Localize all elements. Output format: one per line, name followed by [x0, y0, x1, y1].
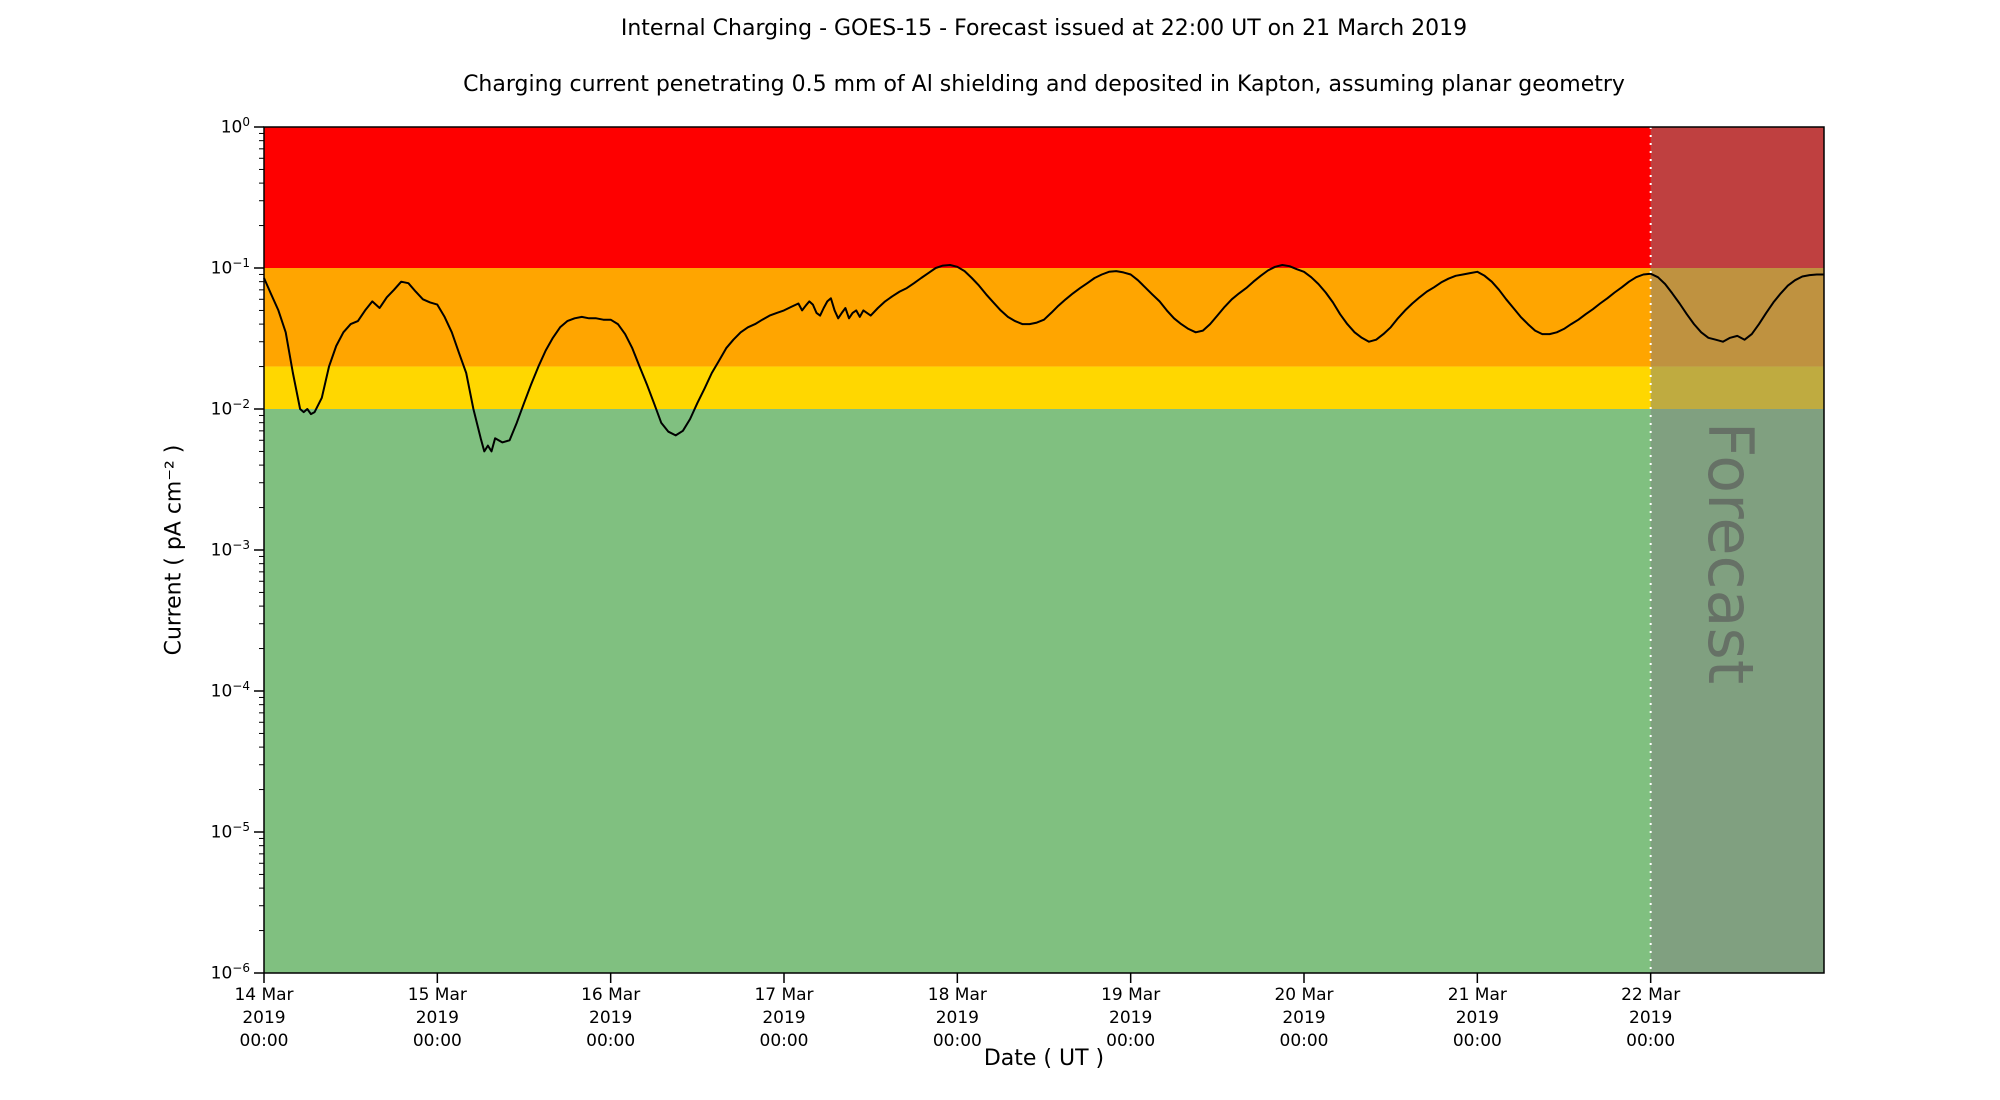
y-tick-label: 10−6	[210, 960, 250, 984]
forecast-region	[1650, 127, 1824, 973]
y-tick-label: 10−4	[210, 678, 250, 702]
x-tick-label: 14 Mar 2019 00:00	[234, 985, 294, 1051]
band-orange	[264, 268, 1824, 367]
x-tick-label: 15 Mar 2019 00:00	[407, 985, 467, 1051]
y-tick-label: 10−2	[210, 396, 250, 420]
x-tick-label: 16 Mar 2019 00:00	[581, 985, 641, 1051]
x-tick-label: 21 Mar 2019 00:00	[1447, 985, 1507, 1051]
forecast-watermark: Forecast	[1694, 422, 1767, 684]
y-tick-label: 10−1	[210, 255, 250, 279]
x-tick-label: 18 Mar 2019 00:00	[927, 985, 987, 1051]
y-tick-label: 10−3	[210, 537, 250, 561]
x-axis-title: Date ( UT )	[983, 1046, 1105, 1071]
x-tick-label: 19 Mar 2019 00:00	[1101, 985, 1161, 1051]
y-tick-label: 10−5	[210, 819, 250, 843]
x-tick-label: 20 Mar 2019 00:00	[1274, 985, 1334, 1051]
band-red	[264, 127, 1824, 268]
chart-subtitle: Charging current penetrating 0.5 mm of A…	[463, 72, 1625, 97]
y-tick-label: 100	[220, 114, 250, 138]
band-green	[264, 409, 1824, 973]
x-tick-label: 22 Mar 2019 00:00	[1621, 985, 1681, 1051]
x-tick-label: 17 Mar 2019 00:00	[754, 985, 814, 1051]
data-line-charging-current	[263, 264, 1824, 453]
chart-title: Internal Charging - GOES-15 - Forecast i…	[620, 16, 1468, 41]
band-yellow	[264, 366, 1824, 409]
